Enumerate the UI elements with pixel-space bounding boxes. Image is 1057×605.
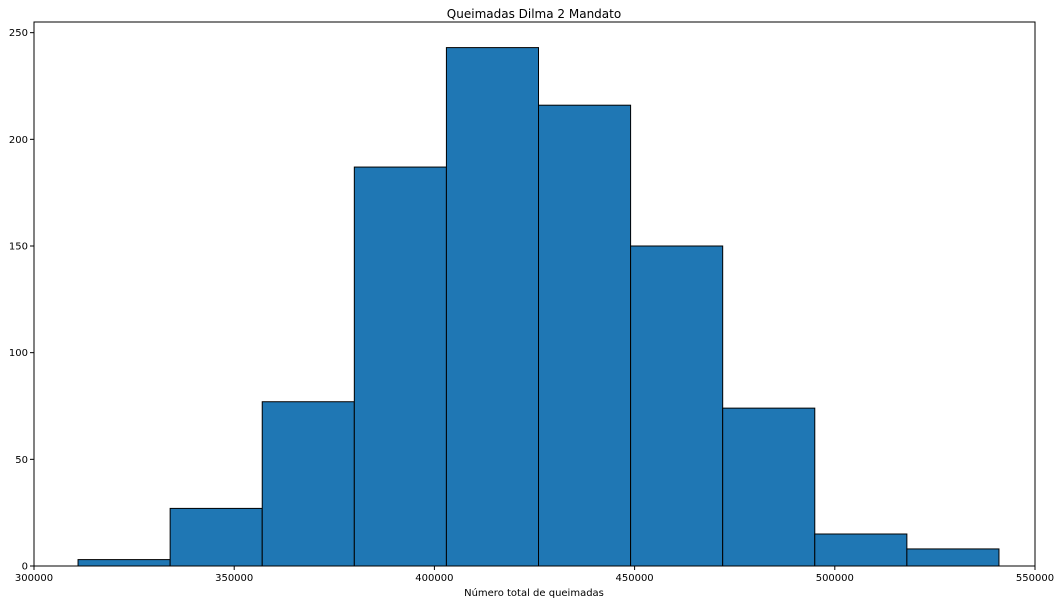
histogram-bar [906,548,1000,567]
y-tick-label: 250 [9,28,28,39]
x-tick-label: 550000 [1016,573,1054,584]
histogram-bar [169,507,263,567]
y-tick-label: 0 [22,562,28,573]
y-tick-label: 50 [15,455,28,466]
x-axis-ticks: 300000 350000 400000 450000 500000 550000 [15,566,1054,584]
histogram-bar [630,245,724,567]
bars-group [77,47,1000,567]
x-axis-label: Número total de queimadas [464,587,604,599]
x-tick-label: 400000 [415,573,453,584]
histogram-bar [261,401,355,567]
chart-title: Queimadas Dilma 2 Mandato [447,7,621,21]
histogram-bar [353,166,447,567]
y-tick-label: 100 [9,348,28,359]
histogram-bar [814,533,908,567]
x-tick-label: 350000 [215,573,253,584]
x-tick-label: 300000 [15,573,53,584]
histogram-bar [722,407,816,567]
x-tick-label: 500000 [816,573,854,584]
histogram-bar [445,47,540,567]
plot-frame [33,21,1036,567]
y-axis-ticks: 0 50 100 150 200 250 [9,28,34,573]
y-tick-label: 150 [9,242,28,253]
histogram-bar [77,559,171,567]
histogram-bar [538,104,632,567]
x-tick-label: 450000 [616,573,654,584]
y-tick-label: 200 [9,135,28,146]
